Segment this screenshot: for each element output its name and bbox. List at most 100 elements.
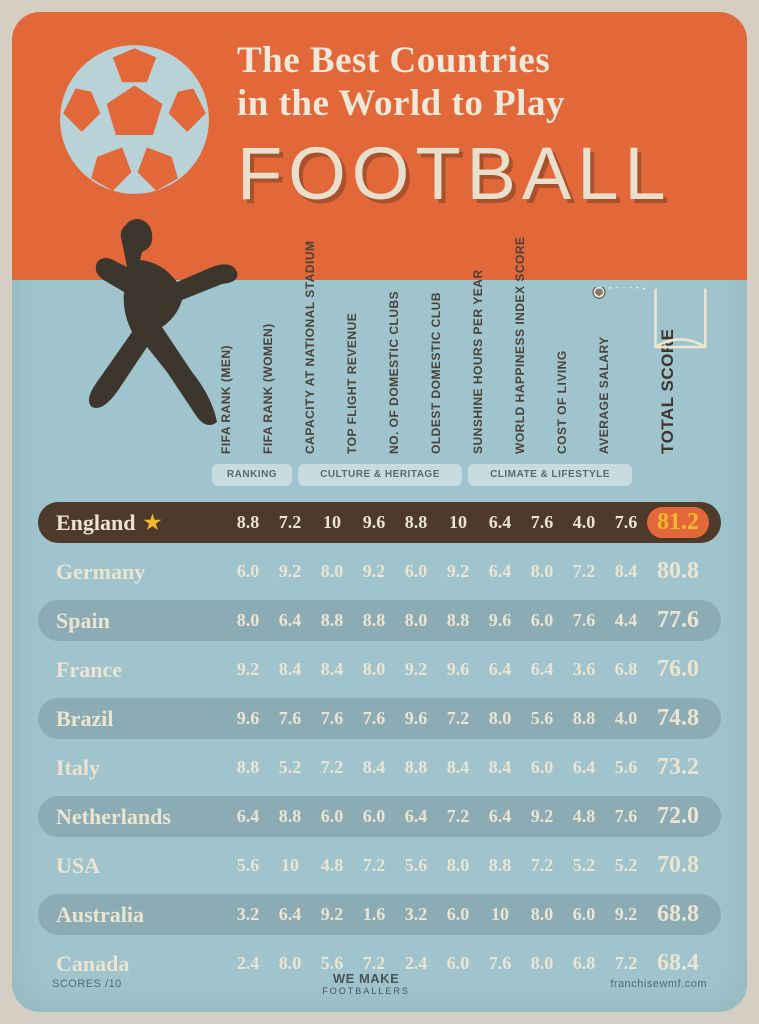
score-cell: 7.6 [605,794,647,839]
score-cell: 6.4 [479,500,521,545]
score-cell: 10 [311,500,353,545]
total-cell: 70.8 [645,843,711,888]
score-cell: 6.0 [353,794,395,839]
col-header: SUNSHINE HOURS PER YEAR [471,269,485,454]
score-cell: 8.0 [437,843,479,888]
score-cell: 7.2 [311,745,353,790]
score-cell: 7.6 [353,696,395,741]
score-cell: 10 [437,500,479,545]
table-rows: England★8.87.2109.68.8106.47.64.07.681.2… [12,494,747,1000]
score-cell: 5.6 [227,843,269,888]
score-cell: 9.6 [395,696,437,741]
score-cell: 5.6 [521,696,563,741]
score-cell: 8.8 [269,794,311,839]
score-cell: 8.8 [437,598,479,643]
footer-left: SCORES /10 [52,978,122,990]
score-cell: 8.4 [605,549,647,594]
score-cell: 7.2 [437,794,479,839]
score-cell: 9.2 [353,549,395,594]
total-cell: 81.2 [645,500,711,545]
title: The Best Countries in the World to Play … [237,40,672,216]
score-cell: 7.6 [563,598,605,643]
score-cell: 6.0 [395,549,437,594]
table-row: Italy8.85.27.28.48.88.48.46.06.45.673.2 [38,745,721,790]
col-header: OLDEST DOMESTIC CLUB [429,292,443,454]
score-cell: 8.8 [227,500,269,545]
score-cell: 8.8 [479,843,521,888]
total-cell: 74.8 [645,696,711,741]
score-cell: 6.4 [479,794,521,839]
score-cell: 8.0 [353,647,395,692]
table-row: Spain8.06.48.88.88.08.89.66.07.64.477.6 [38,598,721,643]
score-cell: 4.8 [563,794,605,839]
col-header: NO. OF DOMESTIC CLUBS [387,291,401,454]
score-cell: 6.4 [479,549,521,594]
title-line-1: The Best Countries [237,40,672,83]
score-cell: 10 [479,892,521,937]
score-cell: 6.4 [479,647,521,692]
score-cell: 8.8 [353,598,395,643]
score-cell: 8.4 [479,745,521,790]
score-cell: 5.2 [269,745,311,790]
score-cell: 6.0 [521,745,563,790]
score-cell: 7.6 [521,500,563,545]
score-cell: 4.8 [311,843,353,888]
score-cell: 7.6 [605,500,647,545]
score-cell: 9.6 [479,598,521,643]
table-row: Brazil9.67.67.67.69.67.28.05.68.84.074.8 [38,696,721,741]
score-cell: 5.2 [563,843,605,888]
score-cell: 6.4 [269,892,311,937]
total-cell: 73.2 [645,745,711,790]
total-cell: 80.8 [645,549,711,594]
col-header: COST OF LIVING [555,350,569,454]
score-cell: 7.6 [311,696,353,741]
table-row: England★8.87.2109.68.8106.47.64.07.681.2 [38,500,721,545]
score-cell: 9.2 [395,647,437,692]
score-cell: 8.8 [311,598,353,643]
table-row: USA5.6104.87.25.68.08.87.25.25.270.8 [38,843,721,888]
col-header: FIFA RANK (WOMEN) [261,323,275,454]
country-name: Brazil [56,696,113,741]
score-cell: 9.2 [311,892,353,937]
score-cell: 7.6 [269,696,311,741]
score-cell: 9.2 [227,647,269,692]
score-cell: 5.6 [605,745,647,790]
score-cell: 9.6 [353,500,395,545]
country-name: Australia [56,892,144,937]
score-cell: 10 [269,843,311,888]
score-cell: 6.0 [311,794,353,839]
score-cell: 3.2 [395,892,437,937]
score-cell: 9.2 [269,549,311,594]
score-cell: 7.2 [353,843,395,888]
score-cell: 8.8 [563,696,605,741]
country-name: Germany [56,549,145,594]
total-cell: 76.0 [645,647,711,692]
title-line-2: in the World to Play [237,83,672,126]
score-cell: 4.0 [563,500,605,545]
score-cell: 8.4 [437,745,479,790]
poster: The Best Countries in the World to Play … [12,12,747,1012]
star-icon: ★ [144,510,162,535]
score-cell: 9.2 [605,892,647,937]
footer-brand: WE MAKE FOOTBALLERS [322,971,410,996]
country-name: France [56,647,122,692]
score-cell: 6.8 [605,647,647,692]
player-illustration [62,212,262,472]
score-cell: 8.8 [227,745,269,790]
score-cell: 8.0 [227,598,269,643]
score-cell: 5.2 [605,843,647,888]
score-cell: 6.0 [521,598,563,643]
table-row: Australia3.26.49.21.63.26.0108.06.09.268… [38,892,721,937]
footer-right: franchisewmf.com [610,978,707,990]
country-name: Netherlands [56,794,171,839]
country-name: USA [56,843,100,888]
score-cell: 8.4 [353,745,395,790]
score-cell: 6.4 [563,745,605,790]
score-cell: 1.6 [353,892,395,937]
score-cell: 3.6 [563,647,605,692]
score-cell: 8.0 [311,549,353,594]
score-cell: 4.4 [605,598,647,643]
goal-illustration [587,287,707,367]
score-cell: 8.0 [521,892,563,937]
score-cell: 6.0 [563,892,605,937]
